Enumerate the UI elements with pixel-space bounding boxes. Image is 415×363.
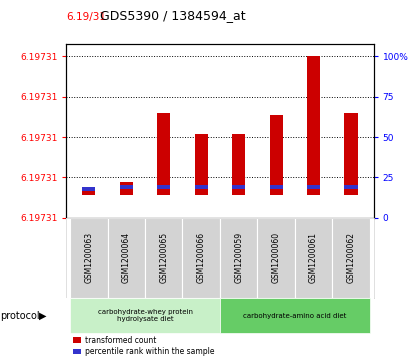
Bar <box>232 185 245 189</box>
Bar <box>344 185 358 189</box>
Text: GSM1200065: GSM1200065 <box>159 232 168 283</box>
Bar <box>107 218 145 298</box>
Bar <box>332 218 370 298</box>
Text: protocol: protocol <box>0 311 39 321</box>
Text: ▶: ▶ <box>39 311 47 321</box>
Text: GDS5390 / 1384594_at: GDS5390 / 1384594_at <box>100 9 245 22</box>
Bar <box>195 185 208 189</box>
Text: GSM1200060: GSM1200060 <box>272 232 281 283</box>
Bar <box>257 218 295 298</box>
Bar <box>295 218 332 298</box>
Text: GSM1200064: GSM1200064 <box>122 232 131 283</box>
Text: carbohydrate-amino acid diet: carbohydrate-amino acid diet <box>243 313 347 319</box>
Bar <box>120 185 133 189</box>
Bar <box>145 218 183 298</box>
Bar <box>70 218 107 298</box>
Legend: transformed count, percentile rank within the sample: transformed count, percentile rank withi… <box>70 333 217 359</box>
Bar <box>120 182 133 195</box>
Text: GSM1200061: GSM1200061 <box>309 232 318 283</box>
Bar <box>82 189 95 195</box>
Text: GSM1200063: GSM1200063 <box>84 232 93 283</box>
Bar <box>344 113 358 195</box>
Bar <box>220 298 370 333</box>
Bar <box>82 187 95 191</box>
Bar <box>157 113 170 195</box>
Bar <box>183 218 220 298</box>
Text: carbohydrate-whey protein
hydrolysate diet: carbohydrate-whey protein hydrolysate di… <box>98 309 193 322</box>
Bar <box>307 185 320 189</box>
Text: GSM1200062: GSM1200062 <box>347 232 356 283</box>
Bar <box>307 57 320 195</box>
Bar <box>157 185 170 189</box>
Bar <box>220 218 257 298</box>
Text: GSM1200066: GSM1200066 <box>197 232 206 283</box>
Bar <box>232 134 245 195</box>
Bar <box>70 298 220 333</box>
Text: GSM1200059: GSM1200059 <box>234 232 243 283</box>
Bar <box>270 115 283 195</box>
Bar <box>270 185 283 189</box>
Bar <box>195 134 208 195</box>
Text: 6.19/31: 6.19/31 <box>66 12 106 22</box>
